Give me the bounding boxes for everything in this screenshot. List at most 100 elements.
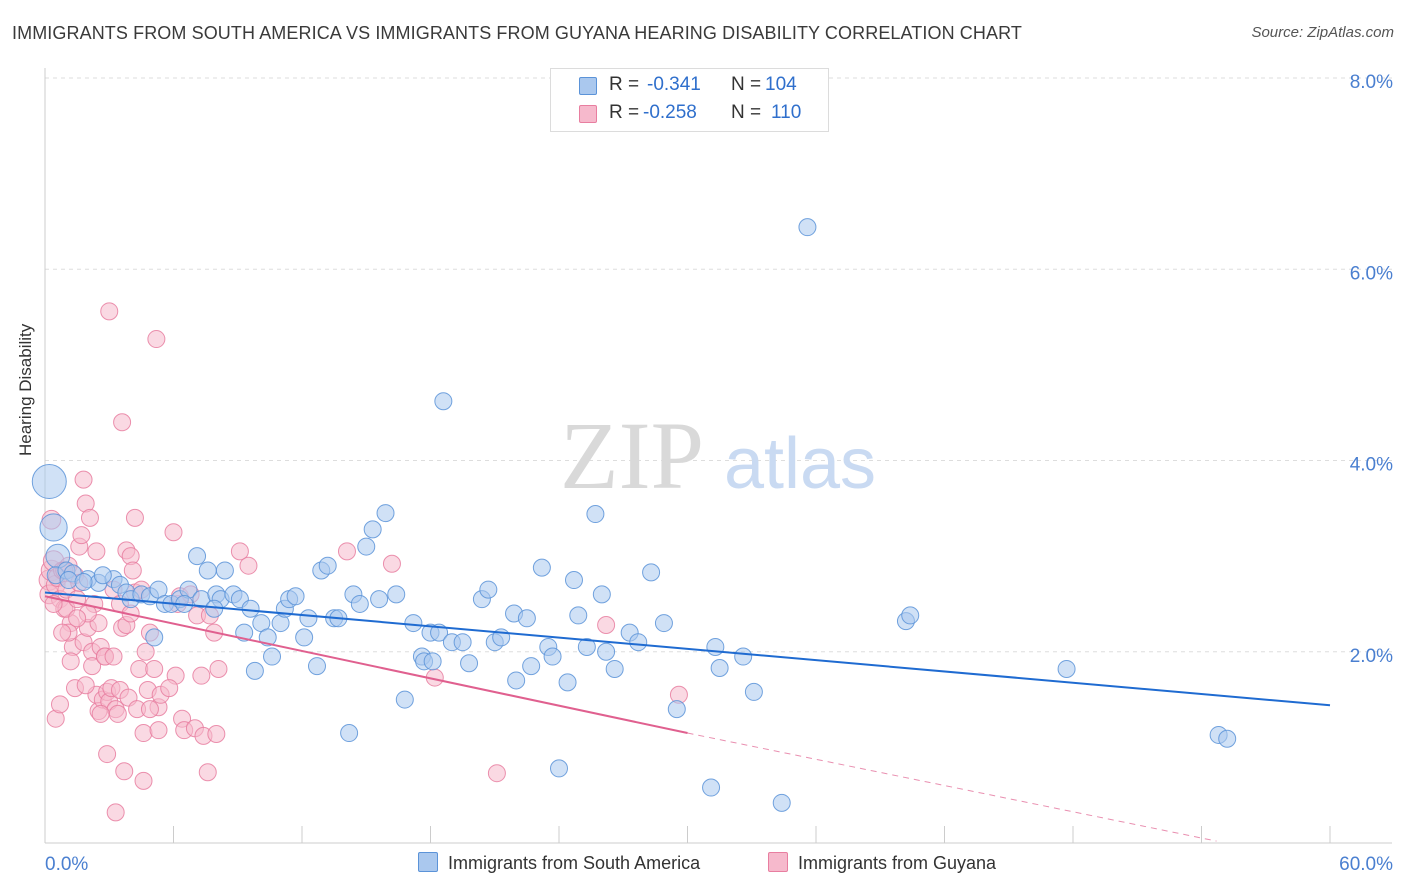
- data-point: [123, 561, 142, 580]
- data-point: [357, 537, 376, 556]
- data-point: [487, 764, 506, 783]
- legend-r-label: R =: [609, 102, 640, 123]
- data-point: [68, 609, 87, 628]
- data-point: [798, 218, 817, 237]
- source-label: Source: ZipAtlas.com: [1251, 24, 1394, 41]
- data-point: [423, 652, 442, 671]
- data-point: [160, 679, 179, 698]
- data-point: [667, 700, 686, 719]
- data-point: [460, 654, 479, 673]
- data-point: [370, 590, 389, 609]
- data-point: [39, 513, 68, 542]
- data-point: [453, 633, 472, 652]
- legend-label-guyana: Immigrants from Guyana: [798, 853, 997, 873]
- data-point: [479, 580, 498, 599]
- data-point: [522, 657, 541, 676]
- y-tick-label: 8.0%: [1350, 72, 1393, 93]
- legend-label-south-america: Immigrants from South America: [448, 853, 701, 873]
- data-point: [258, 628, 277, 647]
- y-tick-label: 2.0%: [1350, 646, 1393, 667]
- data-point: [74, 470, 93, 489]
- series-south-america-points: [31, 218, 1237, 812]
- data-point: [145, 659, 164, 678]
- legend-n-value: 110: [771, 102, 802, 123]
- trend-line: [44, 595, 688, 735]
- data-point: [744, 682, 763, 701]
- data-point: [592, 585, 611, 604]
- watermark-atlas: atlas: [724, 424, 876, 504]
- data-point: [299, 609, 318, 628]
- data-point: [130, 659, 149, 678]
- y-axis-label: Hearing Disability: [16, 323, 35, 456]
- data-point: [72, 526, 91, 545]
- data-point: [91, 704, 110, 723]
- data-point: [395, 690, 414, 709]
- data-point: [507, 671, 526, 690]
- data-point: [140, 700, 159, 719]
- trend-line: [44, 591, 1331, 707]
- data-point: [108, 704, 127, 723]
- data-point: [87, 542, 106, 561]
- data-point: [215, 561, 234, 580]
- data-point: [100, 302, 119, 321]
- data-point: [74, 572, 93, 591]
- trend-lines: [44, 591, 1331, 842]
- data-point: [106, 803, 125, 822]
- data-point: [59, 571, 78, 590]
- legend-row-south-america: R = -0.341 N = 104: [551, 72, 828, 100]
- trend-line-extension: [687, 732, 1217, 842]
- data-point: [597, 642, 616, 661]
- axes: [44, 68, 1392, 844]
- data-point: [550, 759, 568, 778]
- x-tick-label: 0.0%: [45, 854, 88, 875]
- data-point: [207, 724, 226, 743]
- data-point: [532, 558, 551, 577]
- data-point: [382, 554, 401, 573]
- data-point: [1218, 729, 1237, 748]
- data-point: [80, 508, 99, 527]
- data-point: [597, 615, 616, 634]
- data-point: [198, 561, 217, 580]
- data-point: [772, 793, 791, 812]
- bottom-legend-guyana: Immigrants from Guyana: [768, 852, 996, 876]
- data-point: [654, 614, 673, 633]
- data-point: [642, 563, 661, 582]
- data-point: [98, 745, 117, 764]
- data-point: [192, 666, 211, 685]
- data-point: [629, 633, 648, 652]
- legend-swatch-blue: [418, 852, 438, 872]
- data-point: [125, 508, 144, 527]
- data-point: [145, 628, 164, 647]
- data-point: [605, 659, 624, 678]
- data-point: [286, 587, 305, 606]
- legend-n-label: N =: [731, 102, 762, 123]
- y-tick-label: 4.0%: [1350, 455, 1393, 476]
- data-point: [188, 547, 207, 566]
- data-point: [901, 606, 920, 625]
- data-point: [239, 556, 258, 575]
- data-point: [434, 392, 453, 411]
- data-point: [134, 724, 153, 743]
- data-point: [76, 676, 95, 695]
- x-tick-label: 60.0%: [1339, 854, 1393, 875]
- data-point: [404, 614, 423, 633]
- y-tick-label: 6.0%: [1350, 263, 1393, 284]
- data-point: [517, 609, 536, 628]
- data-point: [710, 659, 729, 678]
- data-point: [1057, 659, 1076, 678]
- data-point: [337, 542, 356, 561]
- watermark: ZIP atlas: [560, 402, 876, 509]
- data-point: [564, 571, 583, 590]
- data-point: [558, 673, 577, 692]
- bottom-legend-south-america: Immigrants from South America: [418, 852, 700, 876]
- legend-swatch-pink: [768, 852, 788, 872]
- data-point: [113, 413, 132, 432]
- chart-title: IMMIGRANTS FROM SOUTH AMERICA VS IMMIGRA…: [12, 23, 1022, 43]
- data-point: [543, 647, 562, 666]
- data-point: [83, 657, 102, 676]
- series-guyana-points: [38, 302, 688, 822]
- data-point: [61, 652, 80, 671]
- data-point: [340, 724, 359, 743]
- data-point: [134, 771, 153, 790]
